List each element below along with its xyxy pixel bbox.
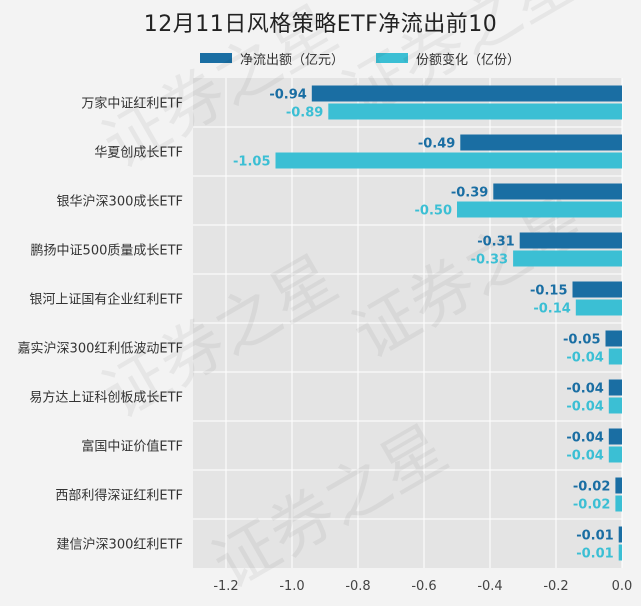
legend-item-outflow: 净流出额（亿元）: [200, 49, 344, 68]
bar-outflow: [608, 428, 622, 445]
data-label-outflow: -0.15: [530, 284, 567, 299]
data-label-outflow: -0.04: [566, 382, 603, 397]
bar-shares: [608, 446, 622, 463]
bar-outflow: [460, 134, 622, 151]
bar-outflow: [618, 526, 622, 543]
data-label-outflow: -0.39: [451, 186, 488, 201]
category-label: 西部利得深证红利ETF: [55, 488, 183, 504]
data-label-outflow: -0.31: [477, 235, 514, 250]
bar-shares: [618, 544, 622, 561]
data-label-shares: -0.33: [471, 253, 508, 268]
data-label-outflow: -0.02: [573, 480, 610, 495]
legend-swatch-outflow: [200, 53, 232, 63]
chart-title: 12月11日风格策略ETF净流出前10: [143, 12, 498, 37]
category-label: 银华沪深300成长ETF: [57, 194, 183, 210]
bar-shares: [457, 201, 622, 218]
bar-outflow: [615, 477, 622, 494]
category-label: 嘉实沪深300红利低波动ETF: [18, 341, 183, 357]
category-label: 华夏创成长ETF: [94, 146, 183, 161]
x-tick-label: -0.2: [543, 579, 568, 594]
bar-outflow: [519, 232, 622, 249]
x-tick-label: -0.8: [345, 579, 370, 594]
data-label-shares: -1.05: [233, 155, 270, 170]
bar-shares: [615, 495, 622, 512]
bar-outflow: [311, 85, 622, 102]
data-label-shares: -0.01: [576, 547, 613, 562]
bar-shares: [275, 152, 622, 169]
data-label-shares: -0.50: [415, 204, 452, 219]
bar-shares: [328, 103, 622, 120]
data-label-shares: -0.04: [566, 351, 603, 366]
data-label-outflow: -0.94: [269, 88, 306, 103]
data-label-shares: -0.04: [566, 449, 603, 464]
bar-shares: [608, 348, 622, 365]
category-label: 易方达上证科创板成长ETF: [29, 390, 183, 406]
bar-outflow: [608, 379, 622, 396]
x-tick-label: -1.0: [279, 579, 304, 594]
legend-label-shares: 份额变化（亿份）: [416, 52, 521, 68]
x-tick-label: -1.2: [213, 579, 238, 594]
category-label: 建信沪深300红利ETF: [57, 537, 183, 553]
category-label: 富国中证价值ETF: [81, 439, 183, 455]
bar-shares: [575, 299, 622, 316]
x-tick-label: -0.4: [477, 579, 502, 594]
data-label-shares: -0.04: [566, 400, 603, 415]
category-label: 鹏扬中证500质量成长ETF: [31, 244, 183, 259]
bar-outflow: [493, 183, 622, 200]
data-label-shares: -0.14: [533, 302, 570, 317]
data-label-outflow: -0.49: [418, 137, 455, 152]
category-label: 万家中证红利ETF: [81, 96, 183, 112]
x-tick-label: -0.6: [411, 579, 436, 594]
x-tick-label: 0.0: [612, 579, 633, 594]
legend-swatch-shares: [376, 53, 409, 63]
category-label: 银河上证国有企业红利ETF: [29, 292, 183, 308]
legend-label-outflow: 净流出额（亿元）: [240, 52, 345, 68]
data-label-outflow: -0.04: [566, 431, 603, 446]
bar-shares: [608, 397, 622, 414]
legend-item-shares: 份额变化（亿份）: [376, 49, 520, 68]
chart-legend: 净流出额（亿元） 份额变化（亿份）: [200, 48, 552, 68]
data-label-shares: -0.89: [286, 106, 323, 121]
bar-outflow: [605, 330, 622, 347]
bar-shares: [513, 250, 622, 267]
data-label-outflow: -0.05: [563, 333, 600, 348]
data-label-shares: -0.02: [573, 498, 610, 513]
data-label-outflow: -0.01: [576, 529, 613, 544]
bar-outflow: [572, 281, 622, 298]
